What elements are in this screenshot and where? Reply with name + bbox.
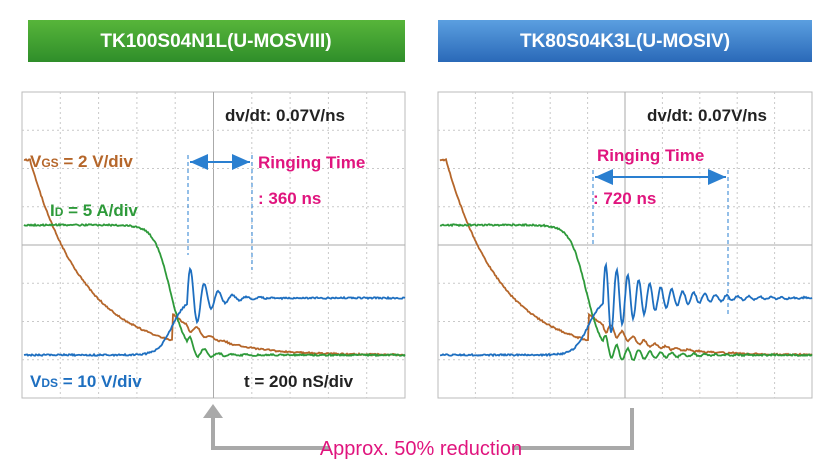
ringing-time: : 360 ns — [258, 189, 321, 208]
dvdt: dv/dt: 0.07V/ns — [647, 106, 767, 125]
text: = 10 V/div — [58, 372, 142, 391]
reduction-note: Approx. 50% reduction — [320, 438, 522, 460]
header-left: TK100S04N1L(U-MOSVIII) — [100, 31, 331, 52]
ringing-time: : 720 ns — [593, 189, 656, 208]
panels — [22, 92, 812, 398]
text: = 2 V/div — [59, 152, 134, 171]
symbol: V — [30, 372, 42, 391]
connector-arrowhead — [203, 404, 223, 418]
symbol: V — [30, 152, 42, 171]
timebase: t = 200 nS/div — [244, 372, 354, 391]
subscript: D — [55, 205, 64, 219]
subscript: DS — [41, 376, 58, 390]
ringing-title: Ringing Time — [597, 146, 704, 165]
ringing-title: Ringing Time — [258, 153, 365, 172]
figure: TK100S04N1L(U-MOSVIII) TK80S04K3L(U-MOSI… — [0, 0, 816, 467]
text: = 5 A/div — [63, 201, 138, 220]
subscript: GS — [41, 156, 58, 170]
dvdt: dv/dt: 0.07V/ns — [225, 106, 345, 125]
id-label: ID = 5 A/div — [50, 201, 138, 220]
header-right: TK80S04K3L(U-MOSIV) — [520, 31, 730, 52]
